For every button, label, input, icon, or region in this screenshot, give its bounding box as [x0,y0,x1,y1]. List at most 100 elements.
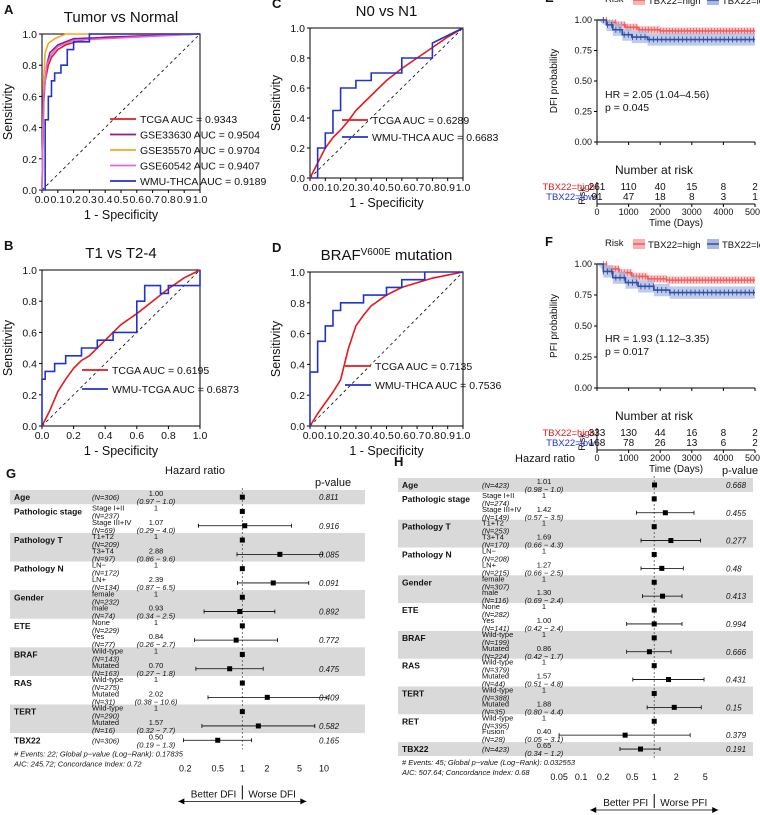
forest-title: Hazard ratio [165,465,225,477]
level-label: Yes [482,616,494,625]
level-label: T3+T4 [92,546,114,555]
n-label: (N=275) [92,683,120,692]
n-label: (N=388) [482,693,510,702]
survival-curve [597,263,755,294]
n-label: (N=28) [482,735,506,744]
hr-value: 1 [542,546,546,555]
y-tick-label: 1.0 [290,23,305,35]
x-tick-label: 0.1 [318,182,333,194]
n-label: (N=77) [92,640,116,649]
legend-entry: TCGA AUC = 0.9343 [140,114,237,126]
y-tick-label: 0.8 [290,53,305,65]
variable-label: BRAF [14,649,38,659]
row-band [10,490,365,505]
hr-value: 0.50 [149,732,164,741]
row-band [398,575,753,604]
risk-count: 26 [655,438,667,449]
n-label: (N=290) [92,712,120,721]
hr-annotation: HR = 2.05 (1.04–4.56) [605,89,709,101]
x-tick-label: 0.7 [410,182,425,194]
hr-value: 1.57 [537,672,552,681]
plot-frame [41,269,201,427]
hr-point [651,524,657,530]
x-tick-label: 2000 [650,207,670,217]
n-label: (N=379) [482,666,510,675]
reference-diagonal [309,271,464,427]
level-label: Yes [92,632,104,641]
n-label: (N=253) [482,527,510,536]
variable-label: BRAF [402,633,426,643]
x-tick-label: 3000 [682,453,702,463]
forest-tick-label: 0.5 [211,763,224,773]
x-tick-label: 0.2 [333,430,348,442]
y-tick-label: 0.00 [574,137,592,147]
hr-point [242,523,248,529]
footer-text: AIC: 245.72; Concordance Index: 0.72 [13,759,142,768]
row-band [398,742,753,756]
hr-value: 1 [154,704,158,713]
variable-label: Age [402,480,418,490]
n-label: (N=208) [482,554,510,563]
y-axis-label: Sensitivity [269,74,283,131]
variable-label: RAS [402,661,420,671]
x-axis-label: Time (Days) [649,464,703,475]
hr-point [651,607,657,613]
hr-annotation: p = 0.045 [605,102,649,114]
hr-point [651,718,657,724]
level-label: None [92,618,110,627]
x-tick-label: 0.7 [410,430,425,442]
x-tick-label: 0.3 [82,194,97,206]
n-label: (N=423) [482,745,510,754]
row-band [398,686,753,715]
hr-point [662,510,668,516]
level-label: male [482,588,498,597]
x-tick-label: 0.7 [145,194,160,206]
panel-label: C [272,0,282,11]
hr-point [239,594,245,600]
n-label: (N=306) [92,493,120,502]
risk-count: 8 [721,182,727,193]
n-label: (N=44) [482,680,506,689]
x-tick-label: 0.5 [114,194,129,206]
y-tick-label: 0.6 [290,329,305,341]
x-tick-label: 0.6 [129,194,144,206]
hr-ci: (0.34 − 1.2) [525,749,564,758]
y-tick-label: 0.0 [22,185,37,197]
hr-value: 1.30 [537,588,552,597]
x-tick-label: 1.0 [193,194,208,206]
risk-count: 2 [752,438,758,449]
hr-value: 1.88 [537,699,552,708]
hr-point [277,551,283,557]
risk-count: 47 [623,192,635,203]
level-label: female [482,574,505,583]
legend-entry: WMU-THCA AUC = 0.7536 [375,380,501,392]
hr-ci: (0.32 − 7.7) [137,726,176,735]
y-tick-label: 0.50 [574,76,592,86]
risk-count: 1 [752,192,758,203]
n-label: (N=149) [482,513,510,522]
level-label: None [482,602,500,611]
hr-point [652,482,658,488]
hr-ci: (0.42 − 2.4) [525,624,564,633]
legend-entry: GSE33630 AUC = 0.9504 [140,130,260,142]
n-label: (N=229) [92,626,120,635]
legend-entry: TCGA AUC = 0.6195 [112,365,209,377]
hr-point [227,666,233,672]
level-label: Stage III+IV [482,505,521,514]
roc-curve-0 [309,271,464,427]
variable-label: Pathology T [14,535,63,545]
x-tick-label: 0.6 [394,430,409,442]
level-label: Fusion [482,727,505,736]
x-tick-label: 0.2 [333,182,348,194]
hr-point [239,494,245,500]
x-tick-label: 1.0 [456,182,471,194]
x-tick-label: 0.1 [50,194,65,206]
variable-label: Pathologic stage [402,494,470,504]
variable-label: Gender [402,577,432,587]
risk-count: 44 [655,428,667,439]
row-band [398,478,753,492]
x-tick-label: 0.9 [177,194,192,206]
x-tick-label: 1.0 [193,430,208,442]
hr-point [659,565,665,571]
